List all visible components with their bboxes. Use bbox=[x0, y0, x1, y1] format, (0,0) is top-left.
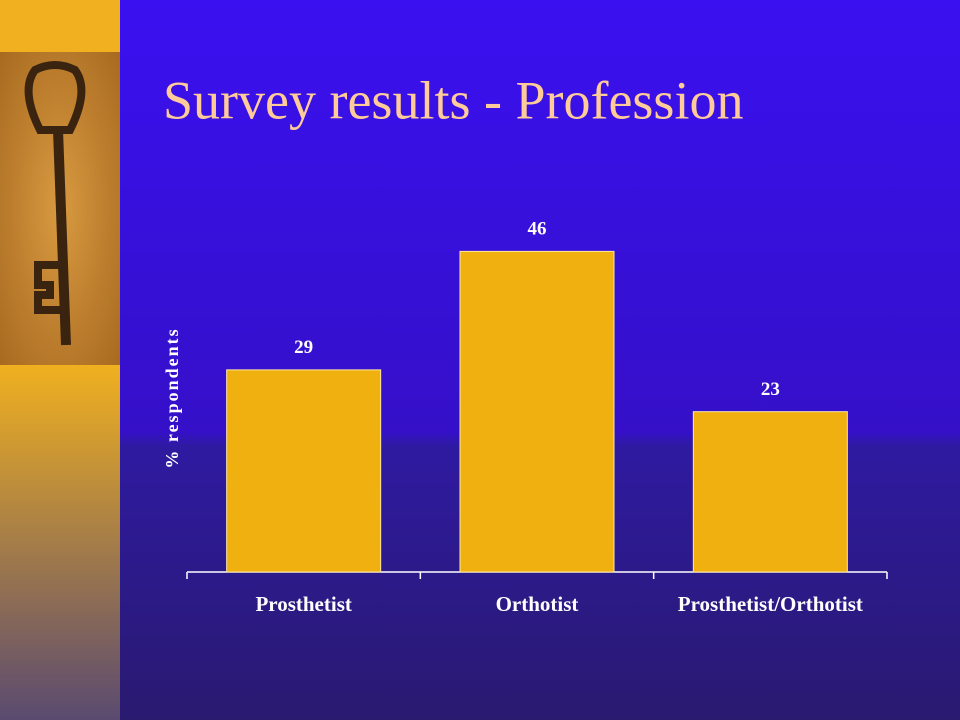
data-label: 46 bbox=[528, 219, 547, 240]
side-strip bbox=[0, 365, 120, 720]
x-tick-label: Prosthetist/Orthotist bbox=[678, 592, 863, 616]
key-image bbox=[0, 52, 120, 365]
y-axis-label: % respondents bbox=[162, 327, 182, 468]
bar bbox=[226, 369, 382, 573]
data-label: 29 bbox=[294, 337, 313, 358]
bar bbox=[459, 250, 615, 573]
title: Survey results - Profession bbox=[163, 70, 743, 130]
x-tick-label: Orthotist bbox=[496, 592, 579, 616]
bar bbox=[692, 411, 848, 573]
side-strip-top bbox=[0, 0, 120, 52]
data-label: 23 bbox=[761, 379, 780, 400]
x-tick-label: Prosthetist bbox=[255, 592, 351, 616]
